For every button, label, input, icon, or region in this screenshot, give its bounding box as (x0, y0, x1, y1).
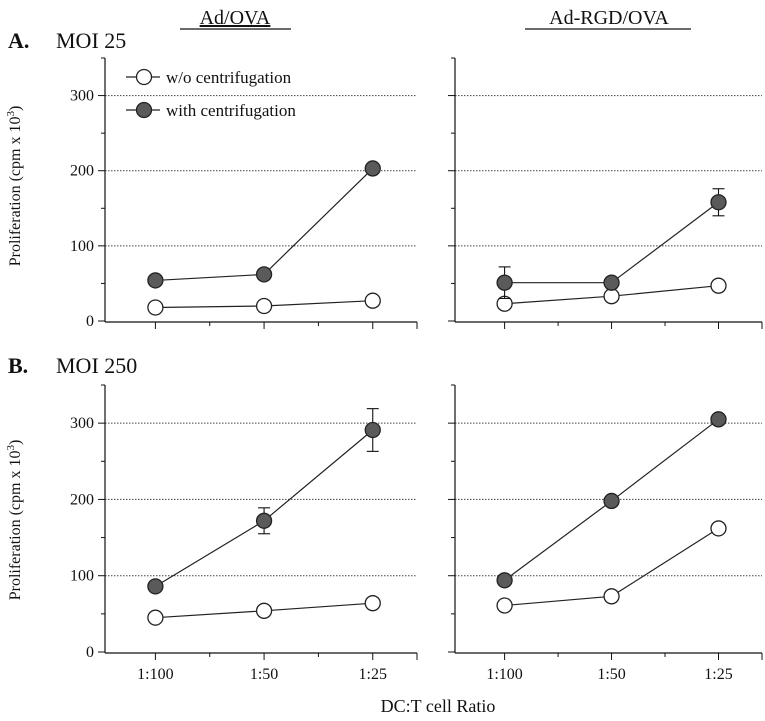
column-title-ad-rgd-ova: Ad-RGD/OVA (549, 7, 669, 29)
x-tick-label: 1:100 (137, 666, 173, 683)
y-axis-label-top: Proliferation (cpm x 103) (5, 106, 24, 267)
legend-label-filled: with centrifugation (166, 101, 296, 120)
data-point-filled (496, 274, 513, 291)
y-tick-label: 0 (86, 313, 94, 330)
data-point-filled (255, 266, 273, 283)
panels: 0 100 200 300 0 100 200 300 1:100 1:50 1:25 1:100 1:… (70, 57, 763, 683)
data-point-filled (603, 274, 620, 291)
data-point-filled (710, 411, 727, 428)
data-point-open (147, 609, 164, 626)
data-point-open (364, 292, 381, 309)
row-a-letter: A. (8, 28, 29, 53)
legend-label-open: w/o centrifugation (166, 68, 292, 87)
legend: w/o centrifugation with centrifugation (126, 68, 296, 120)
data-point-filled (255, 512, 273, 529)
data-point-filled (364, 421, 381, 439)
y-tick-label: 300 (70, 415, 94, 432)
y-tick-label: 200 (70, 163, 94, 180)
y-tick-label: 200 (70, 491, 94, 508)
data-point-open (255, 297, 273, 315)
data-point-filled (364, 160, 381, 177)
x-tick-label: 1:100 (486, 666, 522, 683)
y-axis-label-bottom: Proliferation (cpm x 103) (5, 440, 24, 601)
column-title-ad-ova: Ad/OVA (200, 7, 271, 29)
x-axis-label: DC:T cell Ratio (381, 696, 496, 716)
data-point-filled (603, 492, 620, 510)
series-line (504, 201, 719, 284)
data-point-open (710, 277, 727, 294)
data-point-filled (147, 578, 164, 595)
x-tick-label: 1:25 (704, 666, 732, 683)
data-point-open (603, 588, 620, 605)
legend-filled-circle-icon (135, 101, 153, 119)
y-tick-label: 100 (70, 568, 94, 585)
series-line (155, 168, 374, 282)
data-point-open (364, 595, 381, 612)
data-point-open (147, 299, 164, 316)
row-b-letter: B. (8, 353, 28, 378)
x-tick-label: 1:50 (597, 666, 625, 683)
y-tick-label: 0 (86, 644, 94, 661)
x-tick-label: 1:50 (250, 666, 278, 683)
data-point-open (496, 597, 513, 614)
data-point-filled (147, 272, 164, 289)
x-tick-label: 1:25 (359, 666, 387, 683)
row-a-title: MOI 25 (56, 28, 126, 53)
data-point-open (710, 520, 727, 537)
y-tick-label: 300 (70, 88, 94, 105)
data-point-filled (496, 572, 513, 589)
data-point-open (255, 602, 273, 619)
row-b-title: MOI 250 (56, 353, 137, 378)
data-point-filled (710, 194, 727, 211)
y-tick-label: 100 (70, 238, 94, 255)
legend-open-circle-icon (135, 68, 153, 86)
data-point-open (603, 288, 620, 305)
